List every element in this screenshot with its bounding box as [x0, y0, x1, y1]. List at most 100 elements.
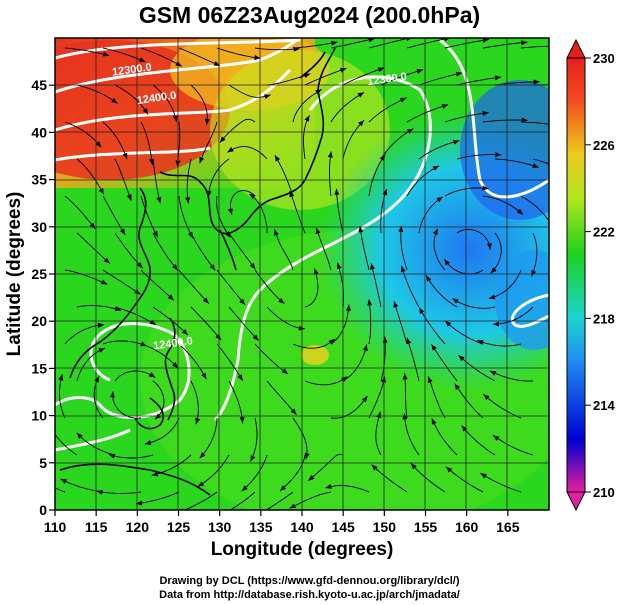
contour-label: 12300.0 — [367, 71, 408, 88]
streamline-arrowhead — [172, 115, 178, 122]
streamline — [461, 425, 496, 456]
streamline-arrowhead — [358, 226, 364, 233]
streamline-arrowhead — [328, 338, 335, 345]
streamline — [219, 118, 256, 143]
streamline — [216, 343, 244, 381]
streamline-arrowhead — [483, 394, 490, 401]
streamline-arrowhead — [532, 163, 539, 168]
streamline-arrowhead — [273, 229, 279, 236]
streamline — [368, 376, 386, 419]
streamline-arrowhead — [410, 463, 417, 470]
streamline-arrowhead — [487, 243, 492, 250]
streamline — [178, 269, 210, 304]
streamline-arrowhead — [361, 396, 368, 403]
streamline-arrowhead — [202, 297, 209, 304]
streamline — [406, 104, 449, 123]
streamline — [135, 491, 180, 505]
streamline — [480, 472, 522, 493]
streamline-arrowhead — [461, 425, 468, 432]
streamline — [76, 347, 106, 382]
streamline — [55, 433, 78, 456]
streamline-arrowhead — [249, 262, 256, 270]
streamline — [144, 417, 180, 445]
streamline — [248, 193, 268, 234]
colorbar-tick-label: 214 — [593, 398, 615, 413]
streamline-arrowhead — [94, 376, 100, 383]
streamline — [102, 121, 128, 160]
x-tick-label: 150 — [373, 519, 397, 535]
streamline-arrowhead — [156, 196, 162, 204]
streamline — [102, 47, 146, 63]
streamline — [64, 324, 105, 345]
streamline-arrowhead — [279, 485, 287, 491]
credit-drawing: Drawing by DCL (https://www.gfd-dennou.o… — [159, 575, 460, 587]
streamline — [114, 84, 149, 115]
streamline-arrowhead — [315, 227, 321, 235]
streamline — [152, 380, 165, 420]
streamline — [140, 121, 153, 166]
streamline-arrowhead — [521, 40, 528, 46]
streamline-arrowhead — [175, 61, 182, 67]
y-axis-ticks: 0 5 10 15 20 25 30 35 40 45 — [31, 77, 55, 518]
streamline-arrowhead — [97, 322, 105, 328]
streamline-arrowhead — [482, 185, 489, 191]
x-tick-label: 140 — [290, 519, 314, 535]
streamline-arrowhead — [531, 270, 537, 277]
streamline-arrowhead — [239, 298, 246, 305]
streamline — [380, 188, 388, 234]
streamline-arrowhead — [227, 147, 234, 153]
streamline-arrowhead — [281, 368, 289, 374]
colorbar-tick-label: 226 — [593, 138, 615, 153]
y-tick-label: 45 — [31, 77, 47, 93]
streamline-arrowhead — [357, 92, 364, 98]
streamline — [64, 195, 96, 230]
streamline-arrowhead — [345, 304, 351, 311]
streamline-arrowhead — [172, 362, 178, 369]
streamline — [216, 195, 231, 238]
colorbar-upper-triangle — [566, 38, 586, 59]
streamline-arrowhead — [60, 478, 67, 484]
streamline-arrowhead — [144, 440, 152, 446]
colorbar-lower-triangle — [566, 491, 586, 512]
streamline-arrowhead — [102, 51, 110, 57]
streamline — [482, 119, 528, 123]
streamline-arrowhead — [419, 307, 425, 314]
streamline — [368, 97, 407, 123]
streamline — [178, 343, 207, 380]
streamline — [190, 306, 222, 341]
streamline — [140, 343, 179, 369]
streamline — [342, 344, 368, 382]
streamline-arrowhead — [237, 374, 243, 381]
streamline — [403, 413, 420, 456]
x-tick-label: 155 — [414, 519, 438, 535]
streamline — [342, 67, 385, 86]
streamline — [456, 154, 502, 160]
streamline-arrowhead — [521, 117, 528, 123]
streamline-arrowhead — [185, 197, 191, 204]
streamline-arrowhead — [136, 262, 143, 269]
colorbar-tick-label: 210 — [593, 485, 615, 500]
colorbar-tick-label: 230 — [593, 51, 615, 66]
streamline — [274, 229, 294, 271]
streamline-arrowhead — [204, 118, 210, 125]
streamline — [444, 112, 489, 123]
streamline — [488, 269, 522, 299]
streamline-arrowhead — [477, 340, 484, 345]
streamline-arrowhead — [139, 57, 146, 62]
streamline-arrowhead — [252, 334, 259, 341]
streamline-arrowhead — [181, 329, 188, 335]
streamline — [304, 376, 348, 386]
streamline-arrowhead — [399, 97, 407, 103]
streamline-arrowhead — [377, 67, 385, 73]
streamline — [228, 232, 256, 270]
streamline-arrowhead — [290, 408, 297, 415]
streamline-arrowhead — [58, 374, 64, 381]
streamline-arrowhead — [482, 110, 489, 116]
credit-data: Data from http://database.rish.kyoto-u.a… — [159, 589, 460, 601]
streamline — [190, 84, 208, 125]
streamline-arrowhead — [197, 481, 205, 487]
streamline-arrowhead — [358, 120, 365, 127]
x-tick-label: 125 — [167, 519, 191, 535]
streamline-arrowhead — [480, 473, 487, 479]
